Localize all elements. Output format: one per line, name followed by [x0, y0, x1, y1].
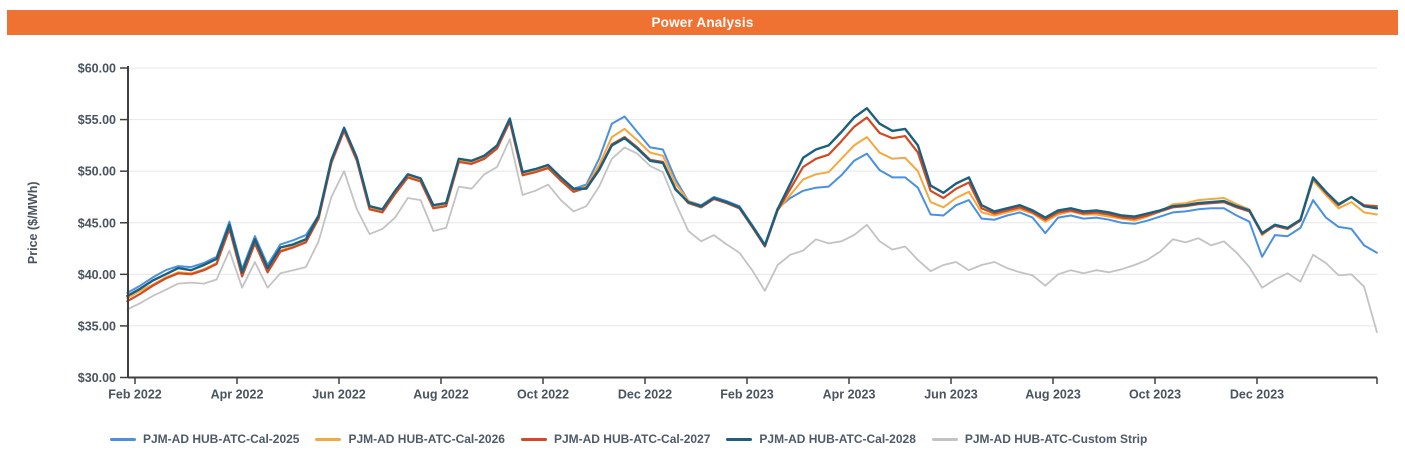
- legend-label: PJM-AD HUB-ATC-Cal-2028: [759, 432, 916, 446]
- page-title: Power Analysis: [651, 15, 754, 30]
- x-axis-label: Jun 2022: [312, 388, 366, 402]
- legend-item-pjm-ad-hub-atc-cal-2027[interactable]: PJM-AD HUB-ATC-Cal-2027: [520, 432, 711, 446]
- y-axis-label: $35.00: [78, 319, 116, 333]
- legend-swatch-icon: [726, 437, 753, 441]
- legend-item-pjm-ad-hub-atc-cal-2026[interactable]: PJM-AD HUB-ATC-Cal-2026: [315, 432, 505, 446]
- x-axis-label: Aug 2023: [1025, 388, 1081, 402]
- x-axis-label: Apr 2023: [823, 388, 876, 402]
- legend-label: PJM-AD HUB-ATC-Cal-2025: [143, 432, 300, 446]
- legend: PJM-AD HUB-ATC-Cal-2025 PJM-AD HUB-ATC-Ca…: [110, 430, 1147, 448]
- series-line-pjm-ad-hub-atc-cal-2027: [126, 116, 1379, 303]
- price-chart: $60.00 $55.00 $50.00 $45.00 $40.00 $35.00 $30.…: [26, 62, 1379, 402]
- legend-label: PJM-AD HUB-ATC-Cal-2027: [553, 432, 711, 446]
- x-axis-label: Feb 2023: [720, 388, 774, 402]
- y-axis-label: $60.00: [78, 62, 116, 76]
- x-axis-label: Aug 2022: [413, 388, 469, 402]
- legend-swatch-icon: [110, 437, 136, 441]
- x-axis-label: Oct 2022: [517, 388, 569, 402]
- series-line-pjm-ad-hub-atc-cal-2028: [126, 106, 1379, 298]
- y-axis-label: $55.00: [78, 113, 116, 127]
- title-bar: Power Analysis: [7, 10, 1398, 35]
- y-axis-title: Price ($/MWh): [26, 181, 40, 264]
- x-axis-label: Feb 2022: [108, 388, 162, 402]
- x-axis-label: Apr 2022: [211, 388, 264, 402]
- series-line-pjm-ad-hub-atc-custom-strip: [126, 138, 1378, 334]
- legend-item-pjm-ad-hub-atc-custom-strip[interactable]: PJM-AD HUB-ATC-Custom Strip: [931, 432, 1148, 446]
- legend-label: PJM-AD HUB-ATC-Cal-2026: [348, 432, 505, 446]
- y-axis-label: $50.00: [78, 165, 116, 179]
- y-axis-label: $40.00: [78, 268, 116, 282]
- legend-item-pjm-ad-hub-atc-cal-2028[interactable]: PJM-AD HUB-ATC-Cal-2028: [726, 432, 916, 446]
- legend-swatch-icon: [520, 437, 547, 441]
- legend-label: PJM-AD HUB-ATC-Custom Strip: [964, 432, 1148, 446]
- legend-swatch-icon: [931, 437, 958, 441]
- legend-item-pjm-ad-hub-atc-cal-2025[interactable]: PJM-AD HUB-ATC-Cal-2025: [110, 432, 299, 446]
- legend-swatch-icon: [315, 437, 342, 441]
- x-axis-label: Jun 2023: [924, 388, 978, 402]
- x-axis-label: Dec 2022: [618, 388, 672, 402]
- x-axis-label: Oct 2023: [1129, 388, 1181, 402]
- x-axis-label: Dec 2023: [1230, 388, 1284, 402]
- y-axis-label: $45.00: [78, 216, 116, 230]
- y-axis-label: $30.00: [78, 371, 116, 385]
